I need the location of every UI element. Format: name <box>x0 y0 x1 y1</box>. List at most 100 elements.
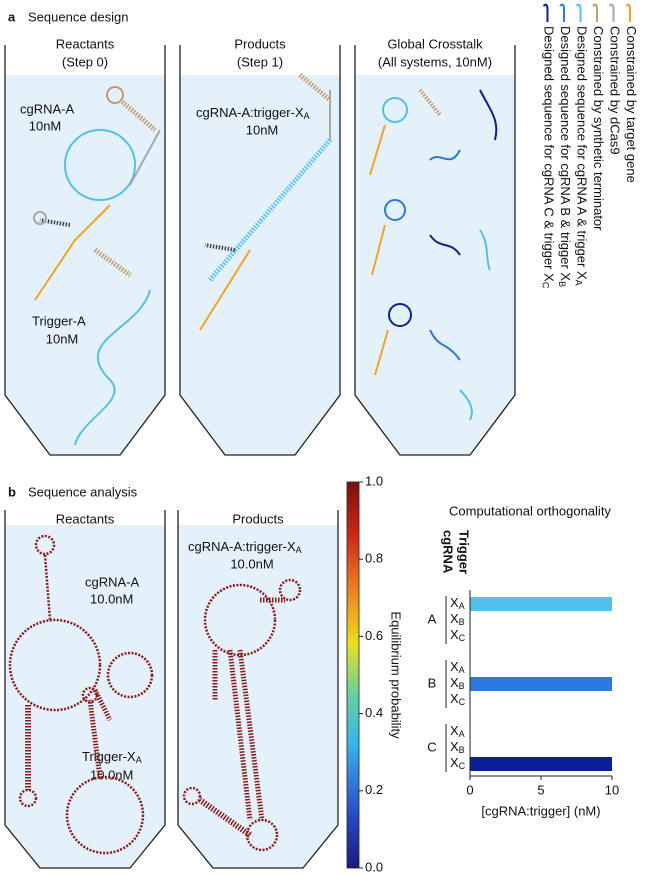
tube-title: Products <box>232 511 284 526</box>
tube-title: Reactants <box>56 511 115 526</box>
species-conc: 10.0nM <box>230 556 273 571</box>
x-tick-label: 10 <box>605 782 619 797</box>
colorbar-label: Equilibrium probability <box>389 611 404 739</box>
legend-text: Designed sequence for cgRNA B & trigger … <box>558 26 573 281</box>
label-subscript: A <box>304 111 310 121</box>
species-label: Trigger-XA <box>82 749 142 765</box>
tube-subtitle: (Step 0) <box>62 54 108 69</box>
trigger-text: X <box>450 595 459 610</box>
trigger-text: X <box>450 611 459 626</box>
trigger-subscript: B <box>459 617 465 627</box>
trigger-text: X <box>450 723 459 738</box>
trigger-label: XA <box>450 595 465 611</box>
trigger-subscript: C <box>459 633 466 643</box>
legend-swatch <box>593 5 597 22</box>
species-conc: 10nM <box>46 331 79 346</box>
species-label: cgRNA-A <box>20 101 75 116</box>
colorbar-tick-label: 0.0 <box>365 859 383 874</box>
tube-fill <box>178 525 338 868</box>
trigger-text: X <box>450 755 459 770</box>
colorbar-tick-label: 0.8 <box>365 551 383 566</box>
species-conc: 10nM <box>29 118 62 133</box>
colorbar-tick-label: 0.4 <box>365 705 383 720</box>
tube-subtitle: (All systems, 10nM) <box>378 54 492 69</box>
panel-title: Sequence design <box>28 9 128 24</box>
trigger-label: XC <box>450 755 466 771</box>
trigger-subscript: B <box>459 745 465 755</box>
label-subscript: A <box>136 755 142 765</box>
trigger-text: X <box>450 675 459 690</box>
trigger-text: X <box>450 627 459 642</box>
label-subscript: A <box>296 545 302 555</box>
legend-text: Constrained by dCas9 <box>607 26 622 155</box>
trigger-label: XB <box>450 675 465 691</box>
x-tick-label: 5 <box>537 782 544 797</box>
trigger-subscript: B <box>459 681 465 691</box>
legend-swatch <box>610 5 614 22</box>
colorbar <box>347 482 359 868</box>
tube-title: Products <box>234 36 286 51</box>
chart-title: Computational orthogonality <box>449 503 611 518</box>
bar <box>470 757 612 771</box>
x-tick-label: 0 <box>466 782 473 797</box>
trigger-subscript: C <box>459 761 466 771</box>
label-text: cgRNA-A:trigger-X <box>188 539 296 554</box>
label-text: Trigger-X <box>82 749 136 764</box>
panel-letter: b <box>8 484 16 499</box>
legend-entry: Designed sequence for cgRNA C & trigger … <box>540 26 556 289</box>
legend-swatch <box>577 5 581 22</box>
bar <box>470 597 612 611</box>
legend-text: Constrained by synthetic terminator <box>591 26 606 231</box>
species-conc: 10nM <box>246 122 279 137</box>
legend-swatch <box>560 5 564 22</box>
figure: a Sequence design Reactants (Step 0) Pro… <box>0 0 655 875</box>
colorbar-tick-label: 1.0 <box>365 473 383 488</box>
group-label: B <box>428 675 437 690</box>
trigger-text: X <box>450 659 459 674</box>
legend-entry: Constrained by dCas9 <box>607 26 622 155</box>
legend-subscript: A <box>573 280 583 286</box>
trigger-text: X <box>450 691 459 706</box>
trigger-label: XB <box>450 611 465 627</box>
colorbar-tick-label: 0.2 <box>365 782 383 797</box>
legend-text: Designed sequence for cgRNA C & trigger … <box>541 26 556 282</box>
species-label: cgRNA-A <box>85 574 140 589</box>
legend-entry: Constrained by target gene <box>624 26 639 183</box>
species-conc: 10.0nM <box>90 591 133 606</box>
panel-letter: a <box>8 9 16 24</box>
trigger-subscript: A <box>459 665 465 675</box>
legend-subscript: B <box>557 281 567 287</box>
tube-title: Reactants <box>56 36 115 51</box>
trigger-text: X <box>450 739 459 754</box>
bar <box>470 677 612 691</box>
label-text: cgRNA-A:trigger-X <box>196 105 304 120</box>
tube-title: Global Crosstalk <box>387 36 483 51</box>
trigger-label: XB <box>450 739 465 755</box>
trigger-subscript: C <box>459 697 466 707</box>
legend-text: Constrained by target gene <box>624 26 639 183</box>
group-label: C <box>427 739 436 754</box>
species-label: cgRNA-A:trigger-XA <box>196 105 310 121</box>
trigger-subscript: A <box>459 601 465 611</box>
tube-subtitle: (Step 1) <box>237 54 283 69</box>
legend-entry: Designed sequence for cgRNA B & trigger … <box>557 26 573 287</box>
legend-text: Designed sequence for cgRNA A & trigger … <box>574 26 589 280</box>
trigger-label: XC <box>450 691 466 707</box>
column-header: Trigger <box>457 530 472 574</box>
tube-fill <box>355 75 515 455</box>
species-label: Trigger-A <box>32 313 86 328</box>
trigger-label: XA <box>450 723 465 739</box>
trigger-label: XA <box>450 659 465 675</box>
x-axis-label: [cgRNA:trigger] (nM) <box>481 803 600 818</box>
row-header: cgRNA <box>441 530 456 574</box>
species-conc: 10.0nM <box>90 767 133 782</box>
species-label: cgRNA-A:trigger-XA <box>188 539 302 555</box>
colorbar-tick-label: 0.6 <box>365 628 383 643</box>
trigger-subscript: A <box>459 729 465 739</box>
group-label: A <box>428 611 437 626</box>
trigger-label: XC <box>450 627 466 643</box>
legend-swatch <box>544 5 548 22</box>
legend-entry: Constrained by synthetic terminator <box>591 26 606 231</box>
legend-entry: Designed sequence for cgRNA A & trigger … <box>573 26 589 286</box>
legend-swatch <box>626 5 630 22</box>
